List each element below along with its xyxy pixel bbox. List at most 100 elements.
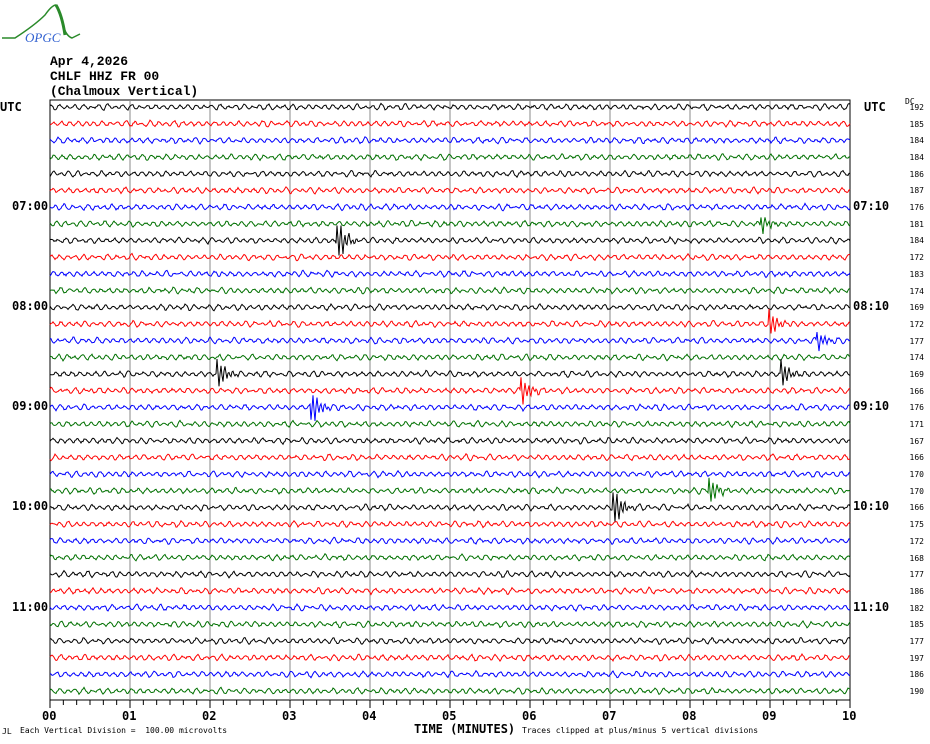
dc-offset: 186: [909, 586, 924, 596]
corner-mark: JL: [2, 727, 12, 736]
right-time-label: 07:10: [853, 199, 890, 214]
trace-17: [49, 377, 851, 405]
trace-3: [49, 152, 851, 162]
dc-offset: 176: [909, 203, 924, 213]
right-time-label: 08:10: [853, 299, 890, 314]
dc-offset: 185: [909, 620, 924, 630]
dc-offset: 166: [909, 503, 924, 513]
trace-4: [49, 169, 851, 179]
svg-text:OPGC: OPGC: [25, 30, 61, 45]
trace-31: [49, 619, 851, 629]
dc-offset: 170: [909, 470, 924, 480]
trace-33: [49, 652, 851, 663]
x-tick-label: 08: [682, 709, 697, 723]
dc-offset: 186: [909, 169, 924, 179]
dc-offset: 186: [909, 670, 924, 680]
trace-18: [49, 395, 851, 422]
dc-offset: 184: [909, 136, 924, 146]
trace-12: [49, 303, 851, 312]
trace-25: [49, 519, 851, 529]
dc-offset: 166: [909, 386, 924, 396]
dc-offset: 197: [909, 653, 924, 663]
trace-28: [49, 569, 851, 579]
dc-offset: 177: [909, 570, 924, 580]
trace-21: [49, 453, 851, 462]
x-tick-label: 05: [442, 709, 457, 723]
trace-35: [49, 686, 851, 696]
dc-offset: 184: [909, 153, 924, 163]
right-time-label: 10:10: [853, 499, 890, 514]
trace-15: [49, 353, 851, 362]
dc-offset: 190: [909, 687, 924, 696]
trace-7: [49, 217, 851, 234]
x-tick-label: 04: [362, 709, 377, 723]
right-utc-title: UTC: [864, 100, 886, 114]
left-time-label: 07:00: [12, 199, 49, 214]
left-time-label: 10:00: [12, 499, 49, 514]
x-tick-label: 00: [42, 709, 57, 723]
trace-26: [49, 536, 851, 546]
dc-offset: 172: [909, 536, 924, 546]
x-tick-label: 02: [202, 709, 217, 723]
dc-offset: 183: [909, 269, 924, 279]
clip-note: Traces clipped at plus/minus 5 vertical …: [522, 726, 759, 735]
logo: OPGC: [2, 4, 81, 45]
dc-offset: 192: [909, 103, 924, 112]
trace-9: [49, 252, 851, 262]
x-tick-label: 03: [282, 709, 297, 723]
trace-20: [49, 436, 851, 446]
dc-offset: 168: [909, 553, 924, 563]
left-utc-title: UTC: [0, 100, 22, 114]
trace-6: [49, 202, 851, 212]
trace-8: [49, 225, 851, 256]
right-time-label: 09:10: [853, 399, 890, 414]
station-code: CHLF HHZ FR 00: [50, 69, 160, 84]
trace-10: [49, 269, 851, 279]
dc-offset: 172: [909, 319, 924, 329]
trace-27: [49, 553, 851, 562]
trace-23: [49, 477, 851, 502]
left-time-label: 11:00: [12, 599, 49, 614]
dc-offset: 176: [909, 403, 924, 413]
x-tick-label: 09: [762, 709, 777, 723]
dc-title: DC: [905, 97, 915, 106]
scale-note: Each Vertical Division = 100.00 microvol…: [20, 726, 228, 735]
plot-date: Apr 4,2026: [50, 54, 129, 69]
dc-offset: 182: [909, 603, 924, 613]
right-time-label: 11:10: [853, 599, 890, 614]
dc-offset: 171: [909, 420, 924, 430]
trace-11: [49, 286, 851, 295]
dc-offset: 169: [909, 369, 924, 379]
trace-2: [49, 136, 851, 145]
dc-offset: 175: [909, 520, 924, 530]
trace-24: [49, 492, 851, 523]
dc-offset: 185: [909, 119, 924, 129]
x-tick-label: 01: [122, 709, 137, 723]
dc-offset: 167: [909, 436, 924, 446]
trace-1: [49, 119, 851, 128]
trace-30: [49, 603, 851, 613]
dc-offset: 181: [909, 219, 924, 229]
dc-offset: 166: [909, 453, 924, 463]
left-time-label: 08:00: [12, 299, 49, 314]
dc-offset: 177: [909, 636, 924, 646]
dc-offset: 169: [909, 303, 924, 313]
dc-offset: 177: [909, 336, 924, 346]
dc-offset: 170: [909, 486, 924, 496]
dc-offset: 174: [909, 353, 924, 363]
trace-19: [49, 419, 851, 429]
dc-offset: 187: [909, 186, 924, 196]
trace-14: [49, 332, 851, 352]
left-time-label: 09:00: [12, 399, 49, 414]
trace-5: [49, 186, 851, 195]
trace-32: [49, 636, 851, 646]
x-tick-label: 07: [602, 709, 617, 723]
dc-offset: 172: [909, 253, 924, 263]
trace-13: [49, 308, 851, 334]
x-axis-label: TIME (MINUTES): [414, 722, 516, 736]
trace-16: [49, 358, 851, 387]
dc-offset: 174: [909, 286, 924, 296]
trace-29: [49, 586, 851, 596]
x-tick-label: 06: [522, 709, 537, 723]
